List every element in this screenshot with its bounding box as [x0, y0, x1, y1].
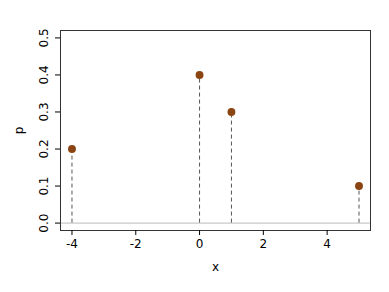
svg-text:x: x [212, 260, 219, 274]
svg-text:-2: -2 [130, 237, 142, 251]
svg-text:2: 2 [260, 237, 268, 251]
svg-text:4: 4 [323, 237, 331, 251]
svg-text:0.0: 0.0 [37, 214, 51, 233]
svg-text:0.2: 0.2 [37, 139, 51, 158]
svg-text:0.1: 0.1 [37, 177, 51, 196]
svg-text:-4: -4 [66, 237, 78, 251]
svg-text:0.3: 0.3 [37, 102, 51, 121]
svg-text:0.5: 0.5 [37, 28, 51, 47]
svg-text:0.4: 0.4 [37, 65, 51, 84]
svg-text:p: p [12, 127, 26, 135]
svg-text:0: 0 [196, 237, 204, 251]
